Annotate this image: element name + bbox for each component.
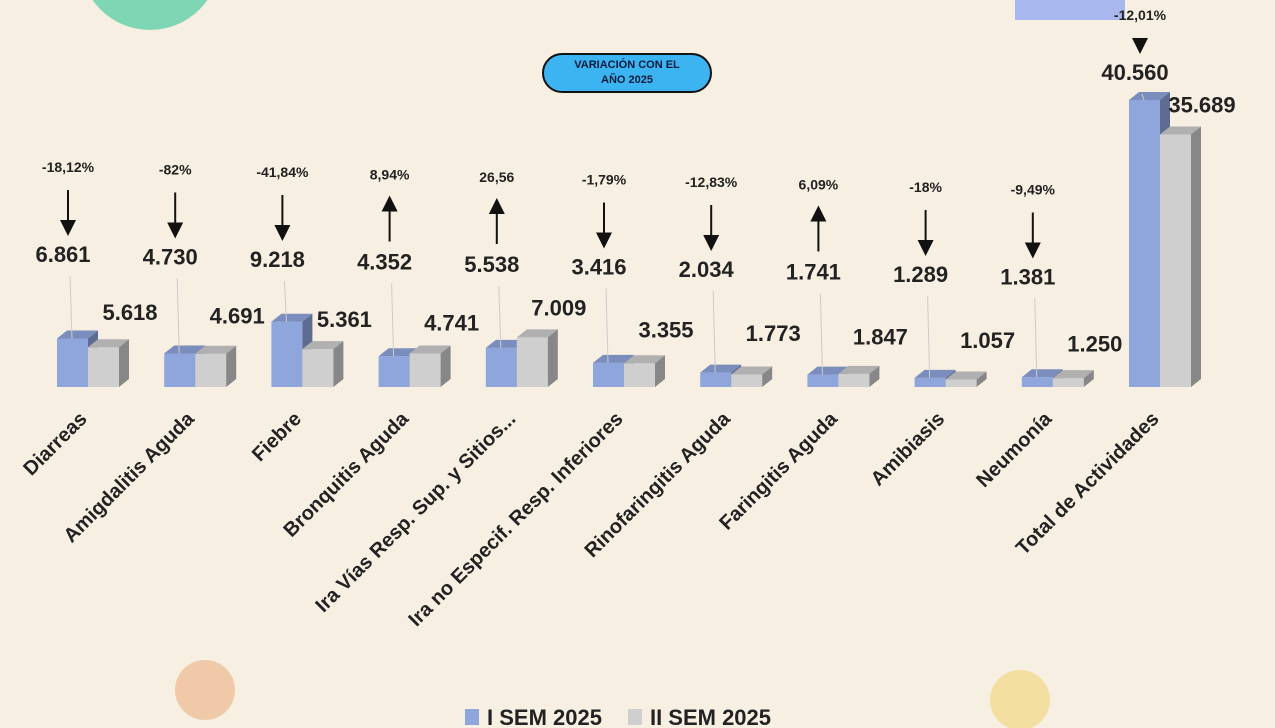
decoration: [80, 0, 220, 30]
chart: 6.861 5.618 -18,12% Diarreas 4.730 4.691 -82% A…: [0, 0, 1275, 728]
bar: [88, 339, 129, 387]
value-label: 5.361: [317, 307, 372, 332]
bar-face: [57, 338, 88, 387]
leader-line: [606, 289, 608, 363]
value-label: 1.289: [893, 262, 948, 287]
bar-face: [1191, 126, 1201, 387]
variation-label: -1,79%: [582, 172, 627, 188]
value-label: 2.034: [679, 257, 735, 282]
x-tick-label: Ira no Especif. Resp. Inferiores: [404, 408, 627, 631]
annotation-title: VARIACIÓN CON EL AÑO 2025: [542, 53, 712, 93]
value-label: 1.250: [1067, 332, 1122, 357]
value-label: 4.741: [424, 311, 479, 336]
bar-face: [1129, 100, 1160, 387]
value-label: 1.057: [960, 328, 1015, 353]
leader-line: [1035, 299, 1037, 378]
x-tick-label: Fiebre: [248, 408, 306, 466]
legend-swatch: [465, 709, 479, 725]
value-label: 7.009: [531, 295, 586, 320]
value-label: 5.538: [464, 252, 519, 277]
bar-face: [88, 347, 119, 387]
bar: [1160, 126, 1201, 387]
bar-face: [410, 353, 441, 387]
decoration: [175, 660, 235, 720]
legend-swatch: [628, 709, 642, 725]
bar-face: [915, 378, 946, 387]
value-label: 4.730: [143, 245, 198, 270]
bar-face: [1053, 378, 1084, 387]
value-label: 35.689: [1168, 92, 1235, 117]
bar: [624, 355, 665, 387]
bar-face: [486, 348, 517, 387]
leader-line: [499, 286, 501, 348]
legend-label: II SEM 2025: [650, 705, 771, 728]
bar-face: [379, 356, 410, 387]
bar-face: [271, 322, 302, 387]
leader-line: [177, 279, 179, 354]
value-label: 1.847: [853, 325, 908, 350]
bar-face: [1160, 134, 1191, 387]
bar-face: [333, 341, 343, 387]
variation-label: 6,09%: [799, 177, 839, 193]
decoration: [990, 670, 1050, 728]
leader-line: [820, 294, 822, 375]
variation-label: 8,94%: [370, 167, 410, 183]
value-label: 6.861: [35, 242, 90, 267]
variation-label: -82%: [159, 162, 192, 178]
bar-face: [195, 354, 226, 387]
x-tick-label: Diarreas: [19, 408, 91, 480]
leader-line: [70, 276, 72, 338]
bar: [731, 366, 772, 387]
variation-label: -12,01%: [1114, 7, 1167, 23]
x-tick-label: Amibiasis: [867, 408, 949, 490]
bar-face: [838, 374, 869, 387]
x-tick-label: Neumonía: [972, 407, 1057, 492]
x-tick-label: Faringitis Aguda: [715, 407, 842, 534]
value-label: 3.416: [571, 255, 626, 280]
bar-face: [1022, 377, 1053, 387]
page: 6.861 5.618 -18,12% Diarreas 4.730 4.691 -82% A…: [0, 0, 1275, 728]
variation-label: -18,12%: [42, 159, 95, 175]
value-label: 1.773: [746, 321, 801, 346]
variation-label: 26,56: [479, 169, 514, 185]
value-label: 1.741: [786, 260, 841, 285]
value-label: 40.560: [1101, 60, 1168, 85]
leader-line: [392, 284, 394, 357]
bar: [410, 345, 451, 387]
bar-face: [807, 375, 838, 387]
bar: [517, 329, 558, 387]
legend-label: I SEM 2025: [487, 705, 602, 728]
bar-face: [624, 363, 655, 387]
value-label: 4.691: [210, 304, 265, 329]
bar: [195, 346, 236, 387]
bar: [302, 341, 343, 387]
x-tick-label: Ira Vías Resp. Sup. y Sitios...: [311, 408, 520, 617]
bar-face: [164, 354, 195, 387]
value-label: 5.618: [102, 300, 157, 325]
value-label: 1.381: [1000, 265, 1055, 290]
bar-face: [548, 329, 558, 387]
value-label: 4.352: [357, 250, 412, 275]
bar-face: [517, 337, 548, 387]
variation-label: -9,49%: [1011, 182, 1056, 198]
bar-face: [593, 363, 624, 387]
bar-face: [731, 374, 762, 387]
bar-face: [700, 373, 731, 387]
bar-face: [302, 349, 333, 387]
variation-label: -41,84%: [256, 164, 309, 180]
decoration: [1015, 0, 1125, 20]
leader-line: [713, 291, 715, 373]
value-label: 3.355: [638, 318, 693, 343]
bar-face: [119, 339, 129, 387]
value-label: 9.218: [250, 247, 305, 272]
variation-label: -18%: [909, 179, 942, 195]
variation-label: -12,83%: [685, 174, 738, 190]
bar: [838, 366, 879, 387]
leader-line: [928, 296, 930, 378]
bar-face: [946, 380, 977, 387]
